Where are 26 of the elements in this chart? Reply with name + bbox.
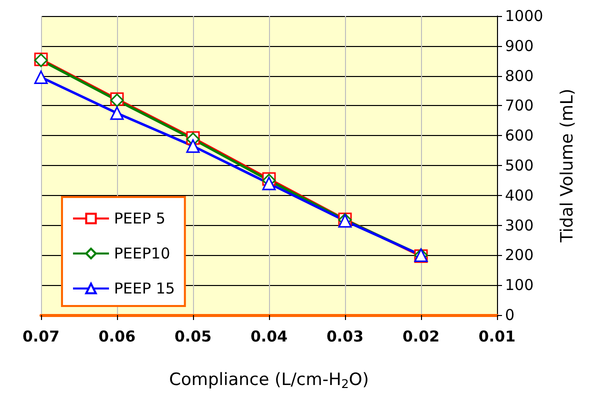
y-tick-label: 400 xyxy=(505,186,534,204)
legend-label: PEEP10 xyxy=(114,244,170,262)
x-tick-label: 0.05 xyxy=(174,328,212,346)
x-tick-label: 0.07 xyxy=(22,328,60,346)
x-tick-label: 0.02 xyxy=(402,328,440,346)
x-tick-label: 0.01 xyxy=(478,328,516,346)
point xyxy=(186,139,200,153)
y-tick-label: 100 xyxy=(505,276,534,294)
point xyxy=(262,176,276,190)
y-tick-label: 0 xyxy=(505,306,515,324)
x-tick-label: 0.06 xyxy=(98,328,136,346)
y-tick-label: 600 xyxy=(505,126,534,145)
legend-label: PEEP 5 xyxy=(114,210,166,228)
point xyxy=(110,106,124,120)
y-tick-label: 800 xyxy=(505,66,534,85)
y-tick-label: 700 xyxy=(505,96,534,115)
y-tick-label: 1000 xyxy=(505,7,544,25)
y-axis-title: Tidal Volume (mL) xyxy=(558,88,578,244)
legend-label: PEEP 15 xyxy=(114,280,175,298)
point xyxy=(34,70,48,84)
y-tick-label: 200 xyxy=(505,246,534,264)
x-tick-label: 0.04 xyxy=(250,328,288,346)
y-tick-label: 900 xyxy=(505,36,534,55)
x-tick-label: 0.03 xyxy=(326,328,364,346)
y-tick-label: 300 xyxy=(505,216,534,234)
y-tick-label: 500 xyxy=(505,156,534,174)
